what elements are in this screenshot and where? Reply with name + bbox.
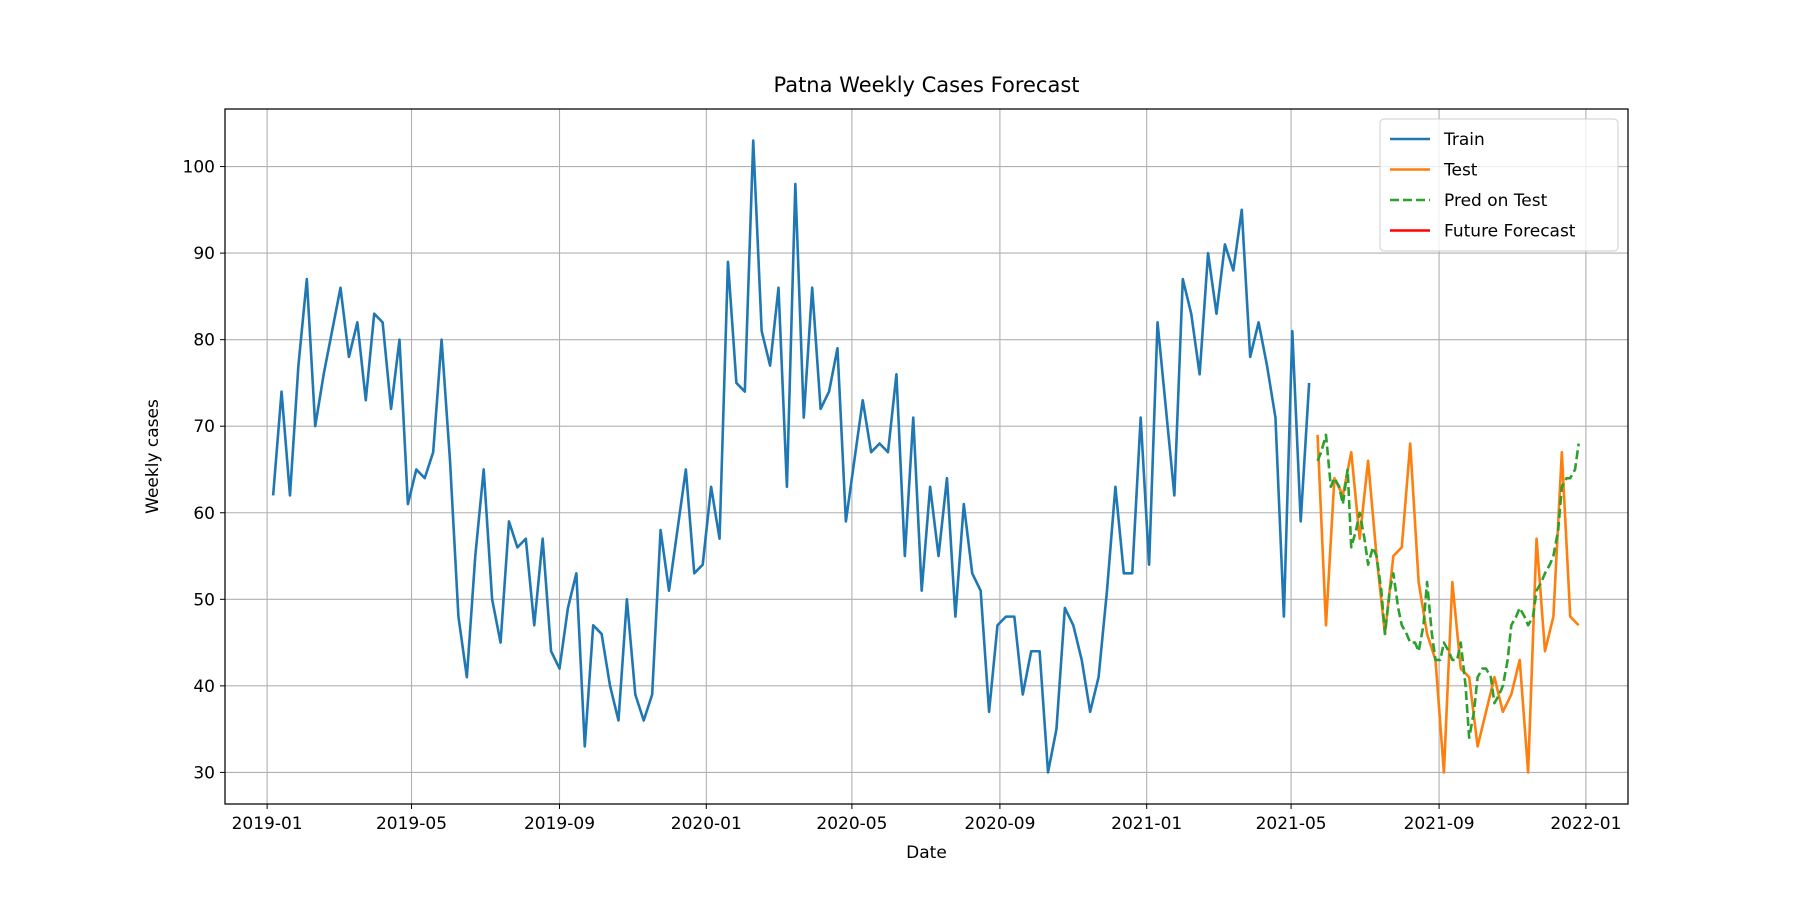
x-tick-label: 2020-05 (816, 814, 887, 834)
x-tick-label: 2020-01 (671, 814, 742, 834)
x-tick-label: 2021-05 (1256, 814, 1327, 834)
y-tick-label: 50 (193, 590, 215, 610)
x-tick-label: 2020-09 (964, 814, 1035, 834)
chart-title: Patna Weekly Cases Forecast (773, 73, 1079, 97)
series-lines (271, 139, 1580, 774)
legend: Train Test Pred on Test Future Forecast (1379, 118, 1619, 252)
x-axis-label: Date (906, 843, 947, 863)
y-tick-label: 100 (183, 158, 215, 178)
y-tick-label: 30 (193, 763, 215, 783)
series-line-train (271, 139, 1311, 774)
x-tick-label: 2019-01 (232, 814, 303, 834)
y-tick-label: 40 (193, 677, 215, 697)
x-tick-label: 2021-09 (1404, 814, 1475, 834)
legend-label: Train (1443, 130, 1485, 150)
y-tick-label: 70 (193, 417, 215, 437)
y-axis-label: Weekly cases (143, 399, 163, 514)
y-tick-label: 60 (193, 504, 215, 524)
x-tick-label: 2022-01 (1550, 814, 1621, 834)
series-line-pred-on-test (1316, 433, 1580, 740)
axis-ticks: 2019-01 2019-05 2019-09 2020-01 2020-05 2020-… (183, 158, 1622, 834)
x-tick-label: 2019-09 (524, 814, 595, 834)
y-tick-label: 80 (193, 331, 215, 351)
plot-frame (224, 108, 1629, 805)
legend-label: Future Forecast (1444, 222, 1576, 242)
x-tick-label: 2019-05 (376, 814, 447, 834)
y-tick-label: 90 (193, 244, 215, 264)
legend-label: Pred on Test (1444, 191, 1548, 211)
x-tick-label: 2021-01 (1111, 814, 1182, 834)
legend-box (1379, 118, 1619, 252)
legend-label: Test (1443, 161, 1478, 181)
